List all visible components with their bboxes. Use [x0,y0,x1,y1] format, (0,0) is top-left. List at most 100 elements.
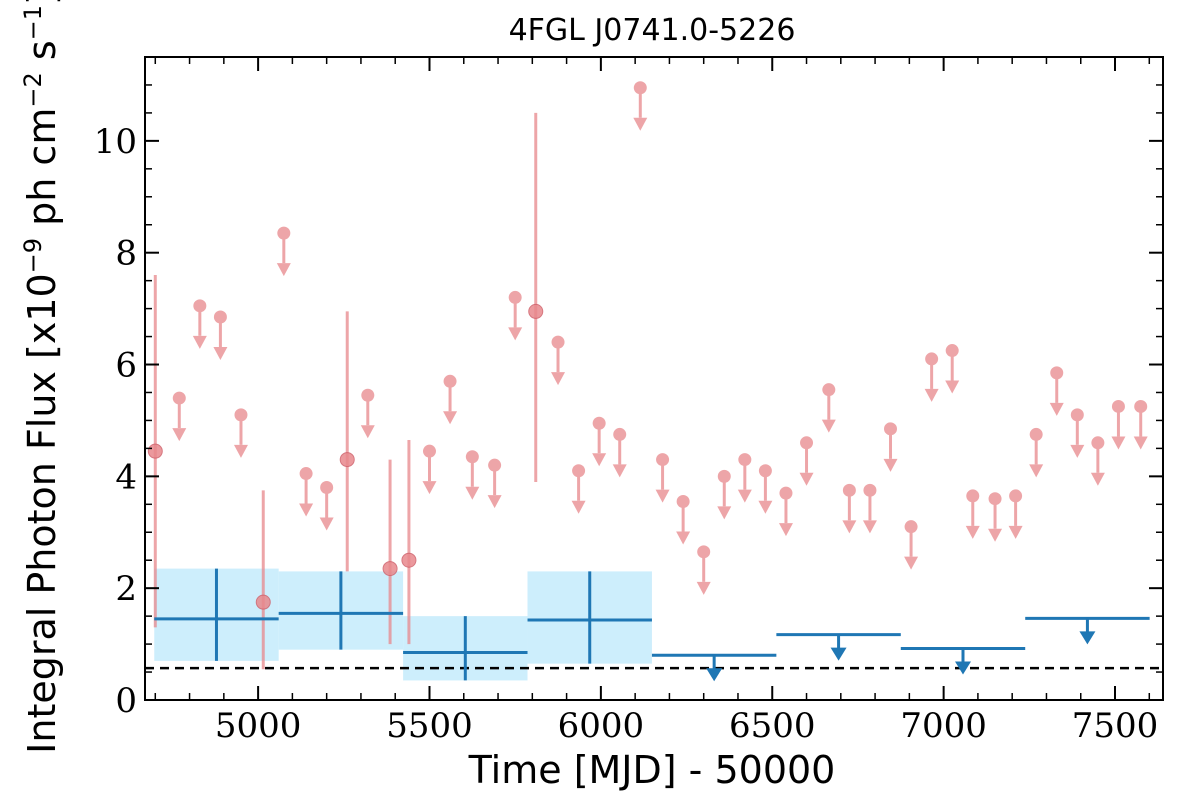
short-bin-ul-marker [758,464,772,478]
short-bin-ul-marker [592,416,606,430]
short-bin-ul-arrow [1049,402,1064,416]
short-bin-upper-limit-16 [612,427,627,478]
short-bin-ul-arrow [862,520,877,534]
short-bin-upper-limit-28 [862,483,877,534]
short-bin-ul-marker [863,483,877,497]
short-bin-upper-limit-23 [758,464,773,514]
long-bin-upper-limit-3 [1025,616,1150,645]
short-bin-upper-limit-14 [571,464,586,514]
short-bin-ul-arrow [612,464,627,478]
short-bin-upper-limit-38 [1070,408,1085,458]
short-bin-upper-limit-9 [443,374,458,425]
y-axis-label-mid: ph cm [20,108,64,238]
short-bin-upper-limit-21 [717,469,732,520]
short-bin-upper-limit-2 [213,310,228,360]
short-bin-upper-limit-31 [924,352,939,402]
short-bin-ul-arrow [192,335,207,349]
short-bin-ul-marker [299,467,313,481]
y-tick-label: 10 [94,122,137,162]
short-bin-marker [382,561,398,577]
short-bin-ul-marker [800,436,814,450]
short-bin-ul-arrow [1070,444,1085,458]
short-bin-ul-arrow [1111,436,1126,450]
short-bin-ul-marker [361,388,375,402]
short-bin-upper-limit-29 [883,422,898,472]
short-bin-upper-limit-1 [192,299,207,349]
short-bin-ul-arrow [487,495,502,509]
long-bin-upper-limit-2 [900,647,1026,675]
short-bin-ul-arrow [676,531,691,545]
x-tick-label: 5000 [215,706,302,746]
x-tick-label: 5500 [386,706,473,746]
short-bin-ul-marker [656,453,670,467]
short-bin-upper-limit-13 [551,335,566,386]
short-bin-ul-marker [697,545,711,559]
axes: 5000 5500 6000 6500 7000 7500 0 2 4 6 8 10 [94,56,1164,746]
x-tick-label: 6000 [558,706,645,746]
short-bin-marker [401,552,417,568]
long-bin-upper-limit-1 [776,633,901,661]
short-bin-ul-arrow [799,472,814,486]
short-bin-ul-marker [1009,489,1023,503]
short-bin-ul-marker [422,444,436,458]
short-bin-upper-limit-40 [1111,399,1126,450]
short-bin-ul-arrow [1090,472,1105,486]
short-bin-upper-limit-27 [842,483,857,534]
short-bin-ul-arrow [319,517,334,531]
y-tick-label: 4 [115,457,137,497]
long-bin-ul-arrow [830,647,847,661]
x-tick-label: 7500 [1072,706,1159,746]
short-bin-ul-marker [1029,427,1043,441]
short-bin-ul-arrow [1008,525,1023,539]
short-bin-ul-marker [1050,366,1064,380]
short-bin-ul-arrow [778,523,793,537]
plot-frame [144,56,1164,701]
short-bin-ul-marker [966,489,980,503]
long-bin-point-3 [527,571,652,664]
short-bin-ul-marker [779,486,793,500]
short-bin-ul-arrow [945,380,960,394]
long-bin-ul-arrow [1079,631,1096,645]
short-bin-upper-limit-15 [592,416,607,467]
short-bin-upper-limit-7 [360,388,375,439]
short-bin-ul-marker [988,492,1002,506]
y-tick-label: 0 [115,681,137,721]
short-bin-ul-marker [443,374,457,388]
long-bin-ul-arrow [954,661,971,675]
short-bin-upper-limit-25 [799,436,814,486]
short-bin-ul-arrow [842,520,857,534]
short-bin-ul-arrow [758,500,773,514]
short-bin-ul-arrow [717,506,732,520]
x-tick-label: 6500 [729,706,816,746]
short-bin-ul-marker [551,335,565,349]
y-axis-label-mid2: s [20,40,64,72]
short-bin-upper-limit-24 [778,486,793,537]
short-bin-upper-limit-39 [1090,436,1105,486]
short-bin-ul-marker [925,352,939,366]
short-bin-ul-marker [633,81,647,95]
short-bin-ul-marker [884,422,898,436]
short-bin-ul-marker [465,450,479,464]
short-bin-ul-marker [676,495,690,509]
short-bin-upper-limit-26 [821,383,836,433]
short-bin-ul-arrow [172,428,187,442]
short-bin-upper-limit-22 [737,453,752,503]
short-bin-upper-limit-0 [172,391,187,442]
short-bin-ul-marker [213,310,227,324]
short-bin-ul-arrow [1133,436,1148,450]
long-bin-point-0 [154,568,279,661]
short-bin-ul-marker [234,408,248,422]
plot-area [145,81,1163,682]
short-bin-ul-arrow [299,503,314,517]
short-bin-upper-limit-36 [1029,427,1044,478]
short-bin-ul-arrow [571,500,586,514]
short-bin-ul-marker [277,226,291,240]
short-bin-upper-limit-8 [422,444,437,495]
short-bin-ul-marker [822,383,836,397]
short-bin-ul-arrow [1029,464,1044,478]
short-bin-upper-limit-30 [904,520,919,570]
y-axis-label-end: ] [20,0,64,5]
y-tick-label: 8 [115,234,137,274]
short-bin-ul-arrow [883,458,898,472]
short-bin-ul-arrow [508,327,523,341]
